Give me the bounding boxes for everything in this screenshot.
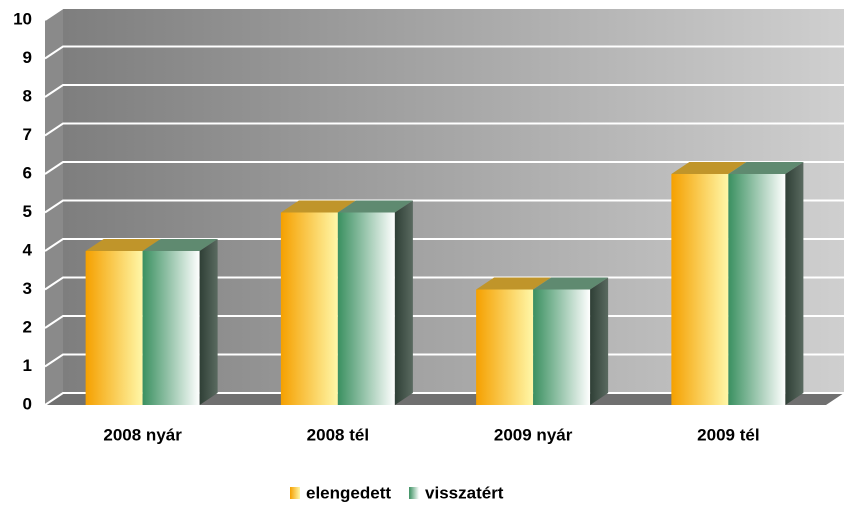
- y-tick-label: 6: [23, 163, 32, 182]
- y-tick-label: 5: [23, 202, 32, 221]
- bar-top: [280, 200, 356, 213]
- bar-front: [142, 251, 200, 405]
- y-tick-label: 2: [23, 317, 32, 336]
- bar-front: [728, 174, 786, 405]
- x-tick-label: 2009 nyár: [494, 425, 573, 444]
- bar-top: [476, 277, 552, 290]
- x-tick-label: 2009 tél: [697, 425, 759, 444]
- x-tick-label: 2008 tél: [307, 425, 369, 444]
- legend-swatch: [409, 487, 420, 499]
- bar-top: [85, 239, 161, 251]
- legend-swatch: [290, 487, 300, 499]
- y-tick-label: 0: [23, 394, 32, 413]
- y-tick-label: 9: [23, 48, 32, 67]
- legend-label: elengedett: [306, 483, 391, 502]
- y-tick-label: 8: [23, 86, 32, 105]
- bar-side: [590, 277, 609, 405]
- y-tick-label: 4: [23, 240, 33, 259]
- bar-side: [394, 200, 413, 405]
- bar-front: [533, 289, 591, 405]
- bar-side: [785, 162, 804, 405]
- y-tick-label: 1: [23, 356, 32, 375]
- grid-line: [44, 238, 844, 252]
- grid-line: [44, 122, 844, 137]
- bar-top: [142, 239, 218, 251]
- grid-line: [44, 7, 844, 21]
- y-tick-label: 3: [23, 279, 32, 298]
- bar-top: [337, 200, 413, 213]
- grid-line: [44, 84, 844, 98]
- bar-front: [85, 251, 143, 405]
- y-tick-label: 10: [13, 9, 32, 28]
- legend: elengedett visszatért: [290, 483, 504, 502]
- grid-line: [44, 161, 844, 175]
- bar-top: [533, 277, 609, 290]
- y-tick-label: 7: [23, 125, 32, 144]
- bar-front: [476, 289, 534, 405]
- legend-label: visszatért: [425, 483, 504, 502]
- x-tick-label: 2008 nyár: [103, 425, 182, 444]
- floor: [45, 393, 844, 405]
- bar-side: [199, 239, 218, 405]
- bar-top: [671, 162, 747, 174]
- bar-front: [337, 212, 395, 405]
- bar-top: [728, 162, 804, 174]
- grid-line: [44, 199, 844, 214]
- grid-line: [44, 45, 844, 60]
- bar-front: [671, 174, 729, 405]
- bar-front: [280, 212, 338, 405]
